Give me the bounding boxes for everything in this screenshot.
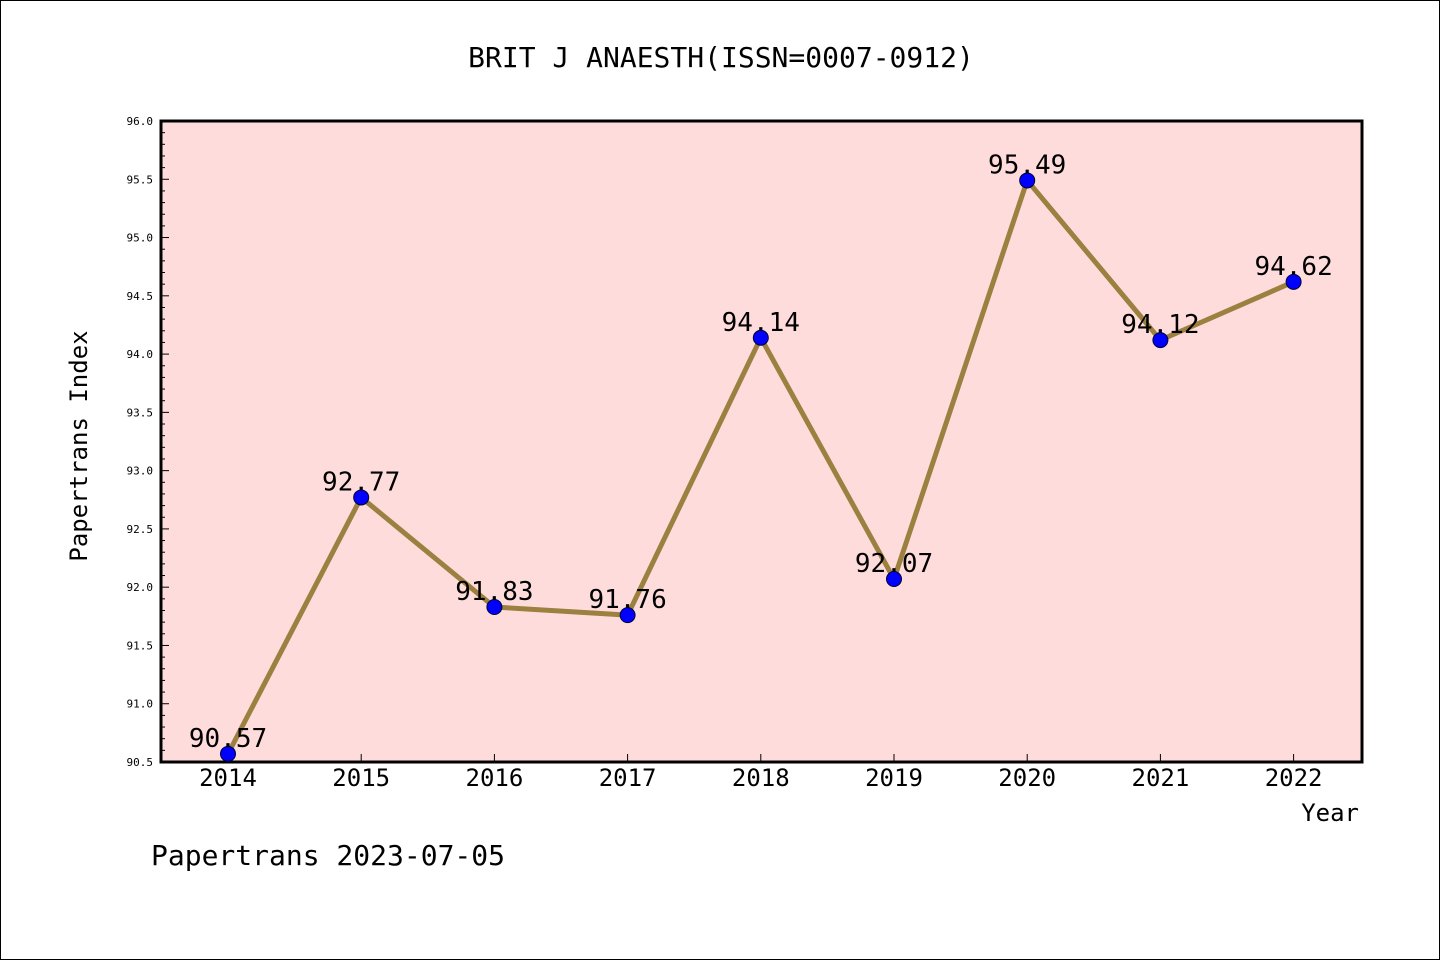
x-tick-label: 2021 xyxy=(1132,764,1190,792)
x-tick-label: 2017 xyxy=(599,764,657,792)
data-label: 92.77 xyxy=(322,467,400,497)
y-tick-label: 92.5 xyxy=(127,523,154,536)
data-point xyxy=(486,598,503,615)
x-tick-label: 2018 xyxy=(732,764,790,792)
chart-title: BRIT J ANAESTH(ISSN=0007-0912) xyxy=(468,41,974,74)
y-axis-label: Papertrans Index xyxy=(65,330,93,561)
data-labels: 90.57 92.77 91.83 91.76 94.14 92.07 95.49 94.12… xyxy=(189,150,1333,753)
data-point xyxy=(1019,172,1036,189)
data-point xyxy=(619,607,636,624)
data-label: 95.49 xyxy=(988,150,1066,180)
data-point xyxy=(353,489,370,506)
data-label: 90.57 xyxy=(189,724,267,754)
data-label: 91.76 xyxy=(588,585,666,615)
x-tick-label: 2015 xyxy=(332,764,390,792)
y-tick-label: 93.0 xyxy=(127,465,154,478)
y-tick-label: 90.5 xyxy=(127,756,154,769)
data-point xyxy=(886,571,902,588)
data-point xyxy=(752,329,769,346)
series-papertrans-index xyxy=(220,172,1302,762)
x-tick-label: 2014 xyxy=(199,764,257,792)
y-tick-label: 93.5 xyxy=(127,406,154,419)
data-point xyxy=(1285,273,1302,290)
y-tick-label: 95.0 xyxy=(127,232,154,245)
y-tick-label: 94.5 xyxy=(127,290,154,303)
plot-area xyxy=(159,119,1364,764)
x-tick-label: 2016 xyxy=(466,764,524,792)
data-label: 94.62 xyxy=(1254,252,1332,282)
y-tick-label: 95.5 xyxy=(127,173,154,186)
y-tick-label: 96.0 xyxy=(127,115,154,128)
y-tick-label: 92.0 xyxy=(127,581,154,594)
y-axis-ticks: 90.5 91.0 91.5 92.0 92.5 93.0 93.5 94.0 94.5 95.0… xyxy=(127,115,169,769)
x-tick-label: 2022 xyxy=(1265,764,1323,792)
data-label: 94.14 xyxy=(722,308,800,338)
footer-text: Papertrans 2023-07-05 xyxy=(151,839,505,872)
data-label: 91.83 xyxy=(455,577,533,607)
x-axis-ticks: 2014 2015 2016 2017 2018 2019 2020 2021 2022 xyxy=(199,754,1322,792)
data-point xyxy=(220,745,236,762)
y-tick-label: 94.0 xyxy=(127,348,154,361)
y-tick-label: 91.0 xyxy=(127,698,154,711)
data-label: 94.12 xyxy=(1121,310,1199,340)
x-axis-label: Year xyxy=(1301,799,1359,827)
x-tick-label: 2019 xyxy=(865,764,923,792)
data-label: 92.07 xyxy=(855,549,933,579)
x-tick-label: 2020 xyxy=(998,764,1056,792)
y-tick-label: 91.5 xyxy=(127,639,154,652)
data-point xyxy=(1152,332,1169,349)
